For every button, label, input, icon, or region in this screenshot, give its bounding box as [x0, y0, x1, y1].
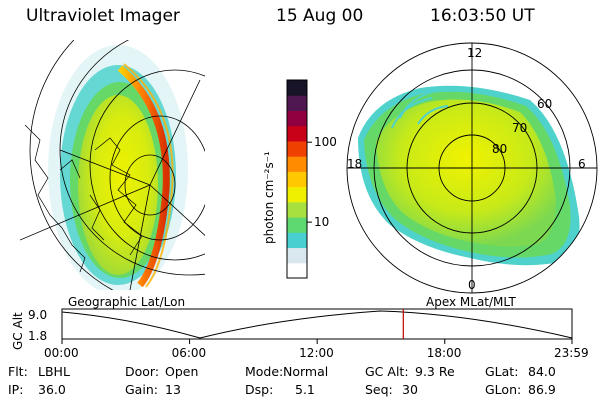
info-key: Mode:	[245, 364, 284, 379]
info-key: Dsp:	[245, 382, 274, 397]
colorbar-segment	[287, 201, 307, 218]
colorbar-segment	[287, 80, 307, 96]
info-value: 13	[165, 382, 181, 397]
info-key: Seq:	[365, 382, 393, 397]
polar-yellow	[376, 99, 556, 247]
mlat-label-80: 80	[492, 142, 508, 156]
colorbar-segment	[287, 171, 307, 188]
mlt-label-12: 12	[467, 46, 483, 60]
colorbar-segment	[287, 156, 307, 172]
info-value: 9.3 Re	[415, 364, 455, 379]
info-value: LBHL	[38, 364, 70, 379]
info-value: 5.1	[295, 382, 315, 397]
colorbar-segment	[287, 262, 307, 279]
colorbar-segment	[287, 217, 307, 233]
mlt-label-6: 6	[578, 157, 586, 171]
mlat-label-60: 60	[537, 97, 553, 111]
instrument-title: Ultraviolet Imager	[26, 6, 180, 26]
observation-time: 16:03:50 UT	[430, 6, 535, 26]
altitude-xtick-label: 18:00	[426, 346, 462, 360]
right-panel-caption: Apex MLat/MLT	[426, 295, 516, 309]
colorbar-segment	[287, 125, 307, 142]
colorbar-segment	[287, 140, 307, 157]
observation-date: 15 Aug 00	[276, 6, 364, 26]
colorbar-tick-label: 100	[314, 135, 337, 150]
info-key: Gain:	[125, 382, 158, 397]
info-value: 30	[402, 382, 418, 397]
info-key: GC Alt:	[365, 364, 409, 379]
limb-arc	[117, 65, 170, 288]
polar-grid	[346, 42, 598, 294]
info-value: 86.9	[528, 382, 556, 397]
info-value: Normal	[283, 364, 329, 379]
colorbar-segment	[287, 110, 307, 127]
altitude-xtick-label: 12:00	[299, 346, 334, 360]
colorbar-segment	[287, 95, 307, 111]
altitude-curve	[61, 310, 573, 339]
info-value: 36.0	[38, 382, 66, 397]
mlt-label-18: 18	[347, 157, 363, 171]
colorbar-segment	[287, 186, 307, 203]
earth-disk	[78, 95, 158, 275]
mlt-label-0: 0	[468, 278, 476, 292]
info-value: Open	[165, 364, 199, 379]
colorbar-segment	[287, 232, 307, 249]
colorbar-tick-label: 10	[314, 215, 330, 230]
info-key: GLon:	[485, 382, 522, 397]
mlat-label-70: 70	[512, 121, 528, 135]
altitude-ylabel: GC Alt	[11, 312, 25, 350]
polar-dayside-arcs	[391, 89, 449, 129]
geo-grid	[20, 40, 205, 290]
limb-arc-outer	[123, 63, 174, 288]
coastline	[24, 124, 143, 273]
info-key: IP:	[8, 382, 24, 397]
altitude-xtick-label: 23:59	[554, 346, 589, 360]
altitude-xtick-label: 00:00	[44, 346, 79, 360]
left-panel-caption: Geographic Lat/Lon	[68, 295, 186, 309]
info-value: 84.0	[528, 364, 556, 379]
altitude-xtick-label: 06:00	[171, 346, 207, 360]
info-key: GLat:	[485, 364, 519, 379]
altitude-ytick-high: 9.0	[28, 308, 48, 322]
altitude-ytick-low: 1.8	[28, 329, 48, 343]
info-key: Door:	[125, 364, 160, 379]
colorbar-segment	[287, 247, 307, 264]
info-key: Flt:	[8, 364, 28, 379]
